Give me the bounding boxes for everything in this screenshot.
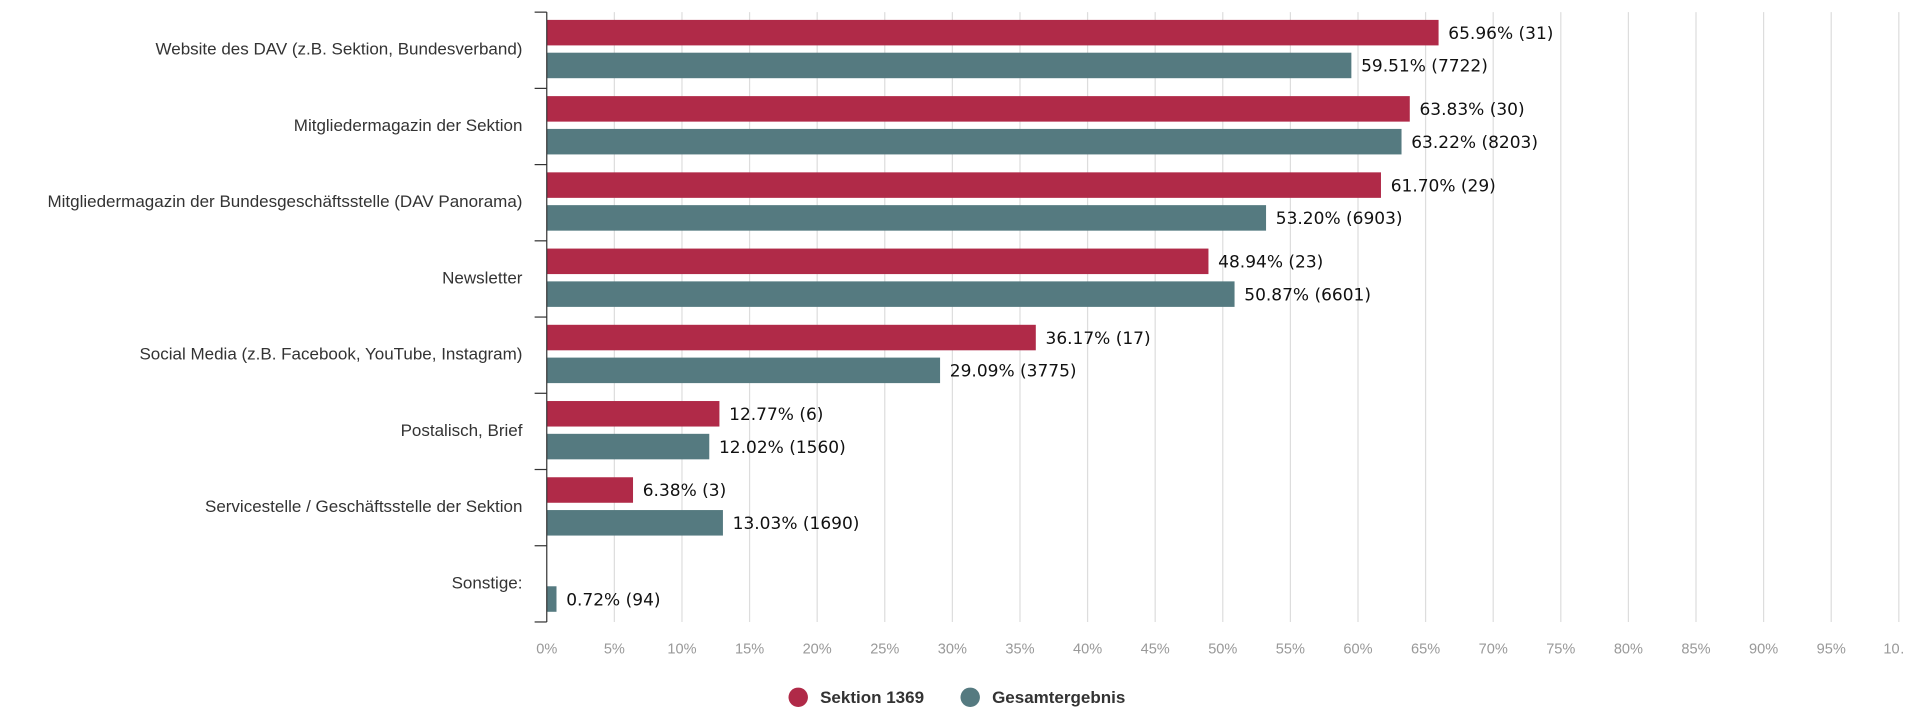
x-tick-label: 30%: [938, 642, 967, 658]
x-tick-label: 75%: [1546, 642, 1575, 658]
bar: [546, 205, 1267, 231]
data-label: 12.02% (1560): [719, 438, 846, 458]
bar: [546, 586, 557, 612]
marks: [546, 19, 1439, 612]
x-tick-label: 35%: [1005, 642, 1034, 658]
y-tick-label: Postalisch, Brief: [401, 421, 523, 440]
y-tick-label: Sonstige:: [452, 573, 523, 592]
legend-marker: [788, 687, 808, 707]
y-tick-label: Mitgliedermagazin der Bundesgeschäftsste…: [47, 192, 522, 211]
data-label: 61.70% (29): [1391, 176, 1496, 196]
bar: [546, 96, 1410, 122]
bar: [546, 248, 1209, 275]
data-label: 50.87% (6601): [1244, 285, 1371, 305]
data-label: 63.83% (30): [1419, 100, 1524, 120]
x-tick-label: 10…: [1883, 642, 1905, 658]
data-label: 63.22% (8203): [1411, 133, 1538, 153]
y-tick-label: Newsletter: [442, 268, 523, 287]
x-tick-label: 85%: [1681, 642, 1710, 658]
x-tick-label: 20%: [803, 642, 832, 658]
bar: [546, 510, 723, 536]
data-label: 65.96% (31): [1448, 24, 1553, 44]
x-tick-label: 40%: [1073, 642, 1102, 658]
x-tick-label: 80%: [1614, 642, 1643, 658]
bar: [546, 128, 1402, 155]
data-label: 12.77% (6): [729, 405, 823, 425]
x-tick-label: 60%: [1343, 642, 1372, 658]
legend-label: Gesamtergebnis: [992, 688, 1125, 707]
bar: [546, 357, 941, 384]
legend-marker: [960, 687, 980, 707]
bar: [546, 433, 710, 460]
x-tick-label: 15%: [735, 642, 764, 658]
data-label: 36.17% (17): [1046, 329, 1151, 349]
x-tick-label: 5%: [604, 642, 625, 658]
bar: [546, 281, 1235, 307]
bar: [546, 401, 720, 427]
y-tick-label: Mitgliedermagazin der Sektion: [294, 116, 523, 135]
data-label: 59.51% (7722): [1361, 57, 1488, 77]
y-tick-label: Servicestelle / Geschäftsstelle der Sekt…: [205, 497, 522, 516]
x-tick-label: 45%: [1141, 642, 1170, 658]
x-tick-label: 95%: [1817, 642, 1846, 658]
bar: [546, 477, 634, 503]
legend-label: Sektion 1369: [820, 688, 924, 707]
bar: [546, 172, 1381, 198]
x-tick-label: 25%: [870, 642, 899, 658]
data-label: 48.94% (23): [1218, 253, 1323, 273]
x-tick-label: 10%: [667, 642, 696, 658]
data-label: 53.20% (6903): [1276, 209, 1403, 229]
bar: [546, 52, 1352, 79]
bar: [546, 324, 1036, 351]
y-tick-label: Website des DAV (z.B. Sektion, Bundesver…: [156, 40, 523, 59]
data-label: 0.72% (94): [566, 590, 660, 610]
data-label: 13.03% (1690): [733, 514, 860, 534]
y-tick-label: Social Media (z.B. Facebook, YouTube, In…: [139, 345, 522, 364]
bar: [546, 19, 1439, 46]
x-tick-label: 90%: [1749, 642, 1778, 658]
data-label: 29.09% (3775): [950, 362, 1077, 382]
x-tick-label: 70%: [1479, 642, 1508, 658]
x-tick-label: 0%: [536, 642, 557, 658]
data-label: 6.38% (3): [643, 481, 727, 501]
x-tick-label: 50%: [1208, 642, 1237, 658]
x-tick-label: 55%: [1276, 642, 1305, 658]
x-tick-label: 65%: [1411, 642, 1440, 658]
